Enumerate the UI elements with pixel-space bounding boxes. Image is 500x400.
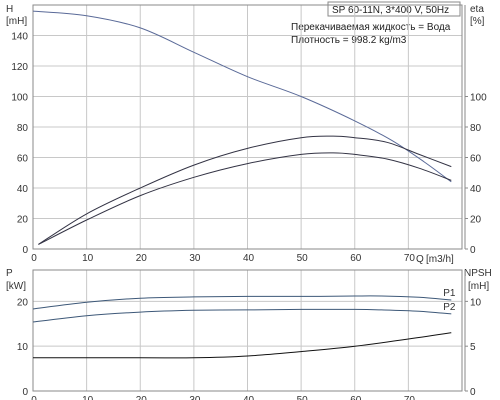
series-label-p2: P2 <box>443 302 456 313</box>
bottom-x-tick-label: 0 <box>31 395 37 400</box>
top-left-tick-label: 0 <box>22 245 28 256</box>
bottom-left-axis-unit: [kW] <box>6 281 26 292</box>
top-x-axis-unit: [m3/h] <box>426 254 454 265</box>
bottom-x-tick-label: 70 <box>404 395 416 400</box>
top-left-tick-label: 100 <box>11 93 28 104</box>
bottom-right-axis-unit: [mH] <box>468 281 489 292</box>
bottom-x-tick-label: 60 <box>350 395 362 400</box>
bottom-left-tick-label: 10 <box>17 342 29 353</box>
top-series-line-1 <box>38 135 452 245</box>
top-left-axis-title: H <box>6 4 13 15</box>
bottom-plot-frame <box>32 269 463 392</box>
top-plot-frame <box>32 4 463 250</box>
top-x-tick-label: 40 <box>243 253 255 264</box>
top-series-line-0 <box>32 10 452 183</box>
top-right-tick-label: 0 <box>470 245 476 256</box>
top-left-tick-label: 140 <box>11 32 28 43</box>
top-right-tick-label: 60 <box>470 154 482 165</box>
top-x-tick-label: 30 <box>189 253 201 264</box>
top-left-axis-unit: [mH] <box>6 16 27 27</box>
top-right-tick-label: 100 <box>470 93 487 104</box>
bottom-left-tick-label: 20 <box>17 297 29 308</box>
top-x-axis-title: Q <box>416 254 424 265</box>
top-right-axis-unit: [%] <box>470 16 485 27</box>
top-x-tick-label: 50 <box>297 253 309 264</box>
top-right-axis-title: eta <box>470 4 484 15</box>
top-right-tick-label: 40 <box>470 184 482 195</box>
top-left-tick-label: 20 <box>17 215 29 226</box>
fluid-label: Перекачиваемая жидкость = Вода <box>291 22 451 33</box>
top-left-tick-label: 80 <box>17 123 29 134</box>
bottom-x-tick-label: 30 <box>189 395 201 400</box>
bottom-series-line-p1 <box>32 295 452 310</box>
top-left-tick-label: 40 <box>17 184 29 195</box>
bottom-x-tick-label: 40 <box>243 395 255 400</box>
top-x-tick-label: 60 <box>350 253 362 264</box>
top-left-tick-label: 60 <box>17 154 29 165</box>
bottom-x-tick-label: 10 <box>82 395 94 400</box>
bottom-right-tick-label: 5 <box>470 342 476 353</box>
bottom-series-line-p2 <box>32 308 452 323</box>
model-label: SP 60-11N, 3*400 V, 50Hz <box>332 5 449 16</box>
top-x-tick-label: 70 <box>404 253 416 264</box>
bottom-right-tick-label: 10 <box>470 297 482 308</box>
top-right-tick-label: 20 <box>470 215 482 226</box>
bottom-x-tick-label: 50 <box>297 395 309 400</box>
bottom-x-tick-label: 20 <box>136 395 148 400</box>
power-npsh-plot: 0 10 20 30 40 50 60 70 0 10 20 0 5 10 P1 P2 <box>17 269 482 400</box>
top-x-tick-label: 10 <box>82 253 94 264</box>
qh-eta-plot: 0 10 20 30 40 50 60 70 0 20 40 60 80 100 120 140 0 20 40 60… <box>11 4 487 264</box>
series-label-p1: P1 <box>443 288 456 299</box>
top-x-tick-label: 0 <box>31 253 37 264</box>
bottom-series-line-2 <box>33 332 452 359</box>
top-series-line-2 <box>38 152 452 245</box>
bottom-right-tick-label: 0 <box>470 387 476 398</box>
bottom-left-axis-title: P <box>6 268 13 279</box>
bottom-left-tick-label: 0 <box>22 387 28 398</box>
top-x-tick-label: 20 <box>136 253 148 264</box>
top-left-tick-label: 120 <box>11 62 28 73</box>
density-label: Плотность = 998.2 kg/m3 <box>291 35 407 46</box>
top-right-tick-label: 80 <box>470 123 482 134</box>
bottom-right-axis-title: NPSH <box>464 268 492 279</box>
